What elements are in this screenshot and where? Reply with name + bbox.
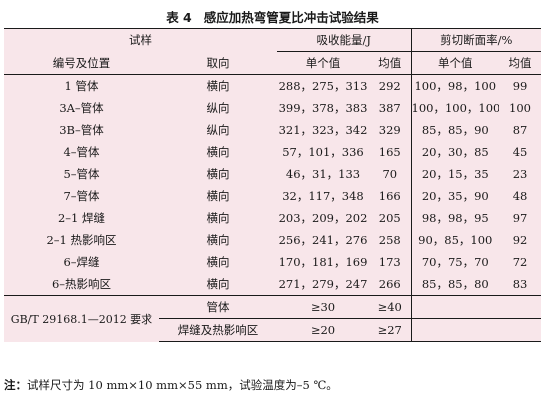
standard-energy-single: ≥30 <box>277 295 369 319</box>
cell-energy-single: 399，378，383 <box>278 101 368 115</box>
header-row-1: 试样 吸收能量/J 剪切断面率/% <box>4 28 542 52</box>
cell-shear-mean: 48 <box>512 189 528 203</box>
table-title: 感应加热弯管夏比冲击试验结果 <box>203 10 379 25</box>
cell-direction: 横向 <box>206 233 230 247</box>
cell-energy-mean: 70 <box>382 167 398 181</box>
cell-direction: 横向 <box>159 273 277 296</box>
table-row: 6–焊缝 横向 170，181，169 173 70，75，70 72 <box>4 251 541 273</box>
cell-direction: 纵向 <box>206 123 230 137</box>
header-energy-mean: 均值 <box>369 51 412 75</box>
cell-energy-mean: 387 <box>378 101 401 115</box>
cell-energy-mean: 205 <box>378 211 401 225</box>
cell-shear-mean: 45 <box>512 145 528 159</box>
header-shear-mean: 均值 <box>499 51 542 75</box>
cell-shear-single: 20，30，85 <box>410 141 500 163</box>
cell-direction: 横向 <box>206 189 230 203</box>
standard-location: 焊缝及热影响区 <box>159 318 277 342</box>
table-row: 3A–管体 纵向 399，378，383 387 100，100，100 100 <box>4 97 541 119</box>
cell-direction: 横向 <box>206 167 230 181</box>
header-energy-single: 单个值 <box>277 51 369 75</box>
table-note: 注：试样尺寸为 10 mm×10 mm×55 mm，试验温度为–5 ℃。 <box>4 377 338 393</box>
cell-shear-single: 70，75，70 <box>410 251 500 273</box>
cell-shear-mean: 92 <box>512 233 528 247</box>
cell-shear-mean: 87 <box>512 123 528 137</box>
cell-energy-mean: 166 <box>378 189 401 203</box>
note-text: 试样尺寸为 10 mm×10 mm×55 mm，试验温度为–5 ℃。 <box>27 378 338 392</box>
cell-direction: 横向 <box>206 145 230 159</box>
table-row: 3B–管体 纵向 321，323，342 329 85，85，90 87 <box>4 119 541 141</box>
cell-id: 6–热影响区 <box>4 273 159 296</box>
cell-id: 4–管体 <box>63 145 100 159</box>
standard-energy-mean: ≥40 <box>369 295 412 319</box>
cell-energy-mean: 165 <box>378 145 401 159</box>
standard-shear-empty <box>410 295 542 319</box>
cell-energy-single: 57，101，336 <box>282 145 364 159</box>
table-row: 4–管体 横向 57，101，336 165 20，30，85 45 <box>4 141 541 163</box>
cell-shear-mean: 83 <box>499 273 542 296</box>
table-row: 2–1 热影响区 横向 256，241，276 258 90，85，100 92 <box>4 229 541 251</box>
cell-energy-single: 203，209，202 <box>278 211 368 225</box>
header-sample: 试样 <box>4 28 277 52</box>
cell-id: 6–焊缝 <box>63 255 100 269</box>
table-row: 2–1 焊缝 横向 203，209，202 205 98，98，95 97 <box>4 207 541 229</box>
cell-shear-mean: 99 <box>512 79 528 93</box>
standard-energy-mean: ≥27 <box>369 318 412 342</box>
header-id-position: 编号及位置 <box>4 51 159 75</box>
cell-direction: 横向 <box>206 211 230 225</box>
table-row: 7–管体 横向 32，117，348 166 20，35，90 48 <box>4 185 541 207</box>
cell-direction: 纵向 <box>206 101 230 115</box>
table-row: 1 管体 横向 288，275，313 292 100，98，100 99 <box>4 74 541 97</box>
cell-shear-single: 20，15，35 <box>410 163 500 185</box>
cell-energy-mean: 173 <box>378 255 401 269</box>
header-shear-single: 单个值 <box>410 51 500 75</box>
cell-direction: 横向 <box>206 255 230 269</box>
cell-id: 3A–管体 <box>59 101 104 115</box>
header-shear-area: 剪切断面率/% <box>410 28 542 52</box>
cell-shear-mean: 72 <box>512 255 528 269</box>
standard-row: 焊缝及热影响区 ≥20 ≥27 <box>4 318 542 342</box>
cell-energy-mean: 258 <box>378 233 401 247</box>
table-row: 6–热影响区 横向 271，279，247 266 85，85，80 83 <box>4 273 542 296</box>
cell-shear-single: 100，100，100 <box>410 97 500 119</box>
cell-shear-single: 100，98，100 <box>410 74 500 97</box>
standard-label: GB/T 29168.1—2012 要求 <box>10 312 153 326</box>
cell-shear-mean: 97 <box>512 211 528 225</box>
cell-shear-single: 90，85，100 <box>410 229 500 251</box>
cell-id: 3B–管体 <box>59 123 104 137</box>
header-absorbed-energy: 吸收能量/J <box>277 28 412 52</box>
cell-energy-single: 170，181，169 <box>278 255 368 269</box>
cell-id: 1 管体 <box>64 79 99 93</box>
cell-id: 2–1 焊缝 <box>57 211 106 225</box>
table-row: 5–管体 横向 46，31，133 70 20，15，35 23 <box>4 163 541 185</box>
cell-shear-single: 85，85，90 <box>410 119 500 141</box>
cell-direction: 横向 <box>206 79 230 93</box>
standard-row: GB/T 29168.1—2012 要求 管体 ≥30 ≥40 <box>4 295 542 326</box>
charpy-results-table: 试样 吸收能量/J 剪切断面率/% 编号及位置 取向 单个值 均值 单个值 均值… <box>4 28 542 342</box>
cell-shear-single: 20，35，90 <box>410 185 500 207</box>
cell-energy-mean: 292 <box>378 79 401 93</box>
cell-energy-single: 32，117，348 <box>282 189 364 203</box>
standard-shear-empty <box>410 318 542 342</box>
standard-location: 管体 <box>159 295 277 319</box>
cell-shear-single: 85，85，80 <box>410 273 500 296</box>
cell-id: 7–管体 <box>63 189 100 203</box>
header-row-2: 编号及位置 取向 单个值 均值 单个值 均值 <box>4 51 542 75</box>
note-label: 注： <box>4 378 27 392</box>
cell-energy-single: 271，279，247 <box>277 273 369 296</box>
cell-energy-single: 256，241，276 <box>278 233 368 247</box>
cell-energy-single: 46，31，133 <box>285 167 361 181</box>
cell-id: 5–管体 <box>63 167 100 181</box>
cell-shear-mean: 100 <box>509 101 531 115</box>
standard-energy-single: ≥20 <box>277 318 369 342</box>
cell-energy-mean: 329 <box>378 123 401 137</box>
table-number: 表 4 <box>166 10 192 25</box>
cell-energy-single: 288，275，313 <box>278 79 368 93</box>
cell-id: 2–1 热影响区 <box>46 233 117 247</box>
cell-energy-mean: 266 <box>369 273 412 296</box>
cell-energy-single: 321，323，342 <box>278 123 368 137</box>
cell-shear-single: 98，98，95 <box>410 207 500 229</box>
cell-shear-mean: 23 <box>512 167 528 181</box>
table-caption: 表 4 感应加热弯管夏比冲击试验结果 <box>0 7 545 26</box>
header-direction: 取向 <box>159 51 277 75</box>
